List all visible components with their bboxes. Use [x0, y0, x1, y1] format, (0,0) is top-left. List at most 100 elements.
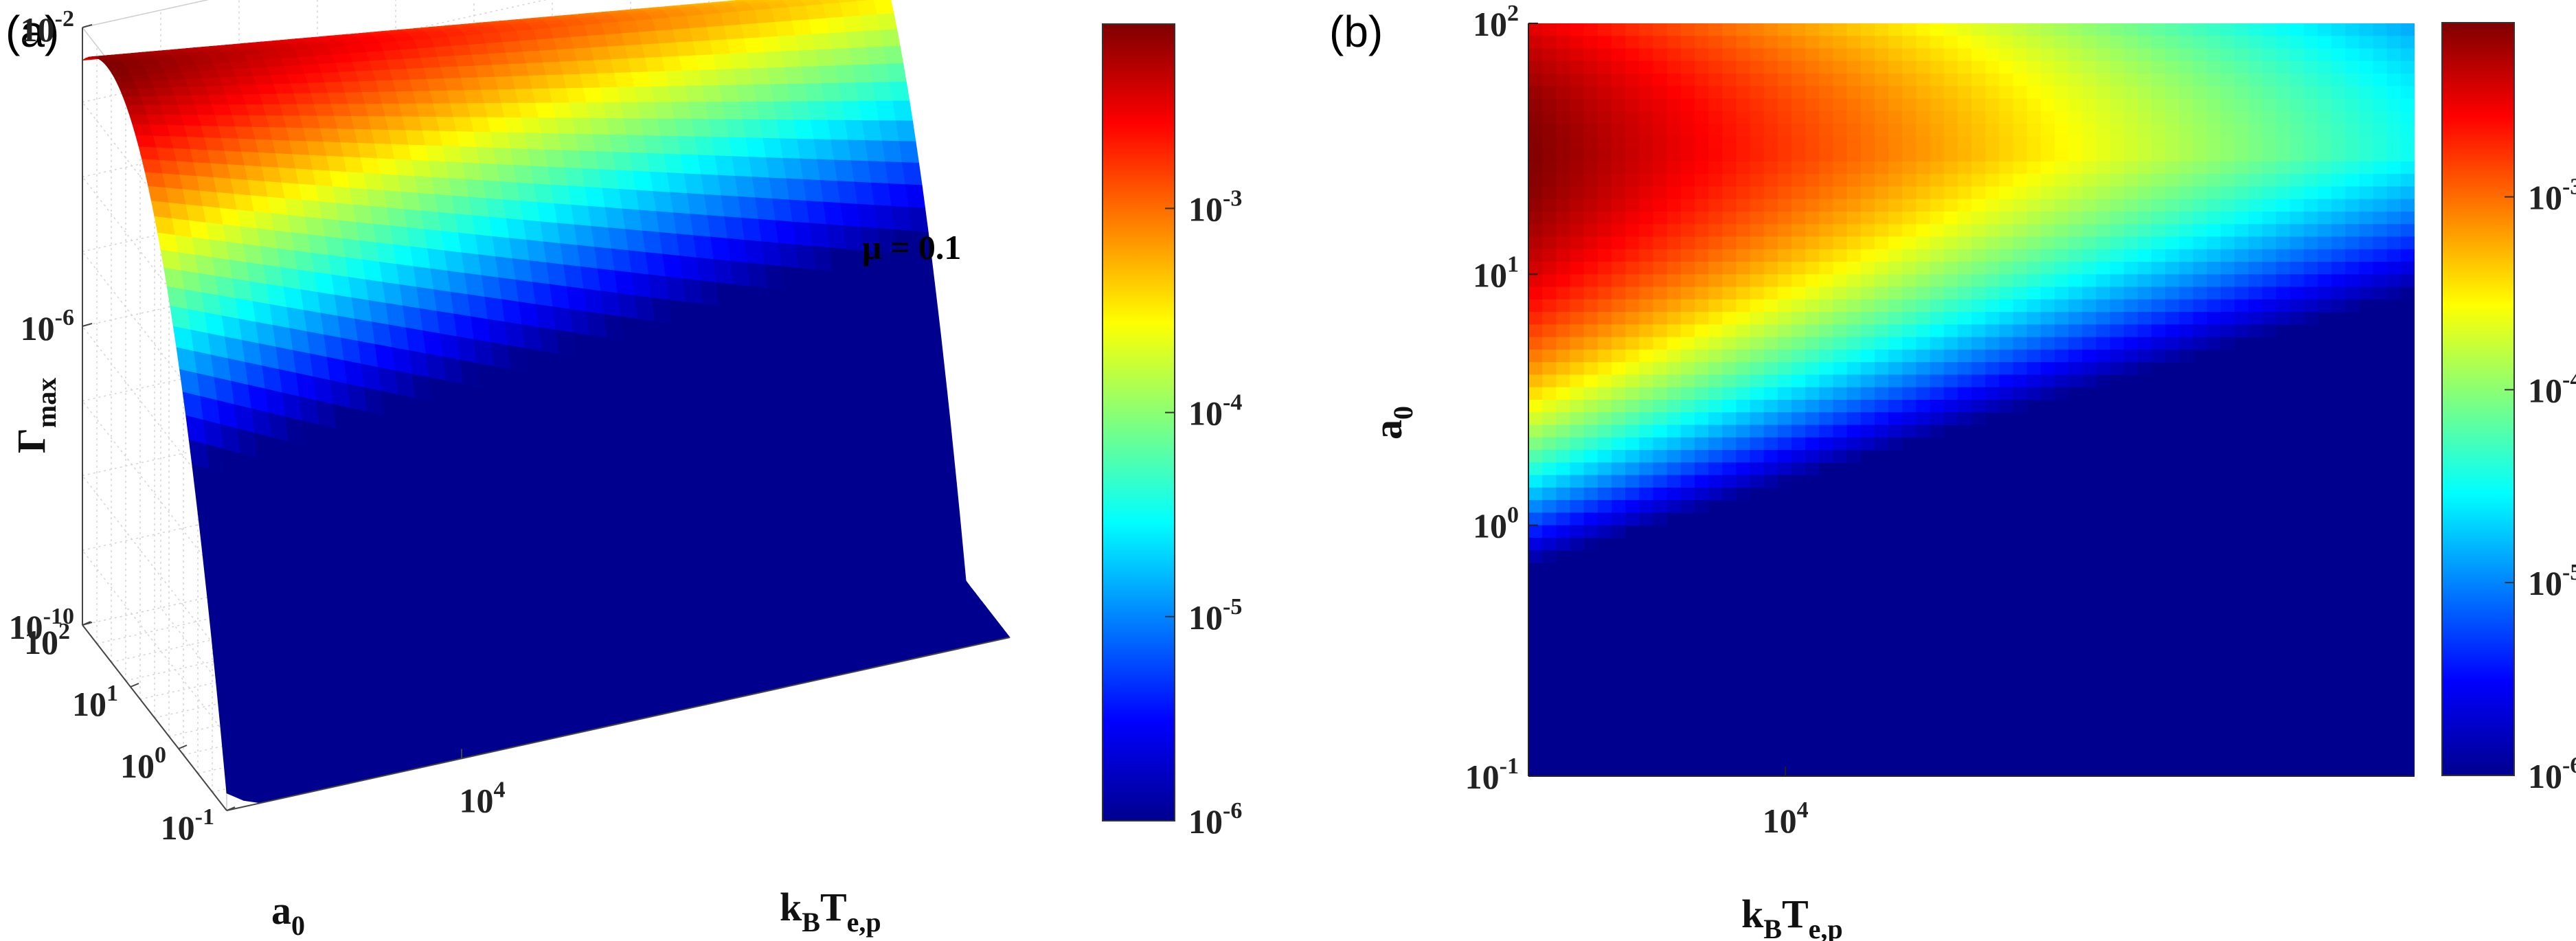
heatmap-cell [2110, 73, 2125, 87]
heatmap-cell [1667, 161, 1682, 174]
heatmap-cell [1528, 337, 1543, 350]
heatmap-cell [1639, 199, 1654, 212]
heatmap-cell [1556, 537, 1571, 551]
heatmap-cell [1736, 286, 1751, 300]
heatmap-cell [1763, 124, 1778, 137]
heatmap-cell [2248, 212, 2263, 225]
heatmap-cell [2290, 236, 2305, 250]
heatmap-cell [1570, 98, 1585, 112]
heatmap-cell [2123, 36, 2138, 49]
heatmap-cell [2096, 299, 2111, 313]
heatmap-cell [2054, 299, 2069, 313]
heatmap-cell [2373, 23, 2388, 36]
heatmap-cell [2151, 324, 2166, 338]
heatmap-cell [2123, 286, 2138, 300]
colorbar-a-tick-label: 10-5 [1188, 594, 1242, 637]
heatmap-cell [2123, 60, 2138, 74]
heatmap-cell [1694, 362, 1709, 376]
heatmap-cell [1708, 487, 1723, 501]
heatmap-cell [1722, 60, 1737, 74]
heatmap-cell [2359, 36, 2374, 49]
heatmap-cell [1694, 148, 1709, 162]
heatmap-cell [1736, 136, 1751, 150]
surface-patch [618, 20, 639, 34]
heatmap-cell [2234, 174, 2249, 188]
heatmap-cell [1653, 349, 1668, 363]
heatmap-cell [2276, 224, 2291, 238]
heatmap-x-axis-label: kBTe,p [1741, 892, 1843, 941]
heatmap-cell [1791, 274, 1806, 288]
heatmap-cell [2262, 199, 2277, 212]
heatmap-cell [1916, 161, 1931, 174]
heatmap-cell [2068, 98, 2083, 112]
heatmap-cell [1736, 387, 1751, 400]
heatmap-cell [1736, 73, 1751, 87]
heatmap-cell [1971, 136, 1986, 150]
surface-patch [867, 161, 889, 184]
heatmap-cell [2345, 86, 2360, 100]
heatmap-cell [1583, 450, 1598, 463]
heatmap-cell [2123, 362, 2138, 376]
heatmap-cell [1819, 36, 1834, 49]
heatmap-cell [1694, 98, 1709, 112]
heatmap-cell [1819, 98, 1834, 112]
heatmap-cell [1542, 362, 1557, 376]
colorbar-b: 10-310-410-510-6 [2441, 22, 2576, 795]
heatmap-cell [1791, 450, 1806, 463]
heatmap-cell [2193, 161, 2208, 174]
heatmap-cell [2137, 98, 2152, 112]
heatmap-cell [1694, 23, 1709, 36]
heatmap-cell [1597, 186, 1612, 200]
heatmap-cell [1750, 36, 1765, 49]
surface-patch [484, 42, 506, 55]
heatmap-cell [2303, 148, 2318, 162]
heatmap-cell [2068, 161, 2083, 174]
heatmap-cell [1680, 73, 1695, 87]
heatmap-cell [2248, 148, 2263, 162]
surface-patch [800, 66, 822, 84]
heatmap-cell [2165, 148, 2180, 162]
heatmap-cell [1763, 312, 1778, 325]
heatmap-cell [1708, 312, 1723, 325]
heatmap-cell [2026, 374, 2042, 388]
heatmap-cell [2234, 86, 2249, 100]
heatmap-cell [1860, 400, 1875, 413]
surface-patch [616, 87, 637, 103]
heatmap-cell [2165, 324, 2180, 338]
heatmap-cell [2345, 98, 2360, 112]
heatmap-cell [2068, 111, 2083, 124]
heatmap-cell [2110, 23, 2125, 36]
heatmap-cell [1833, 249, 1848, 262]
heatmap-cell [2193, 186, 2208, 200]
heatmap-cell [2276, 199, 2291, 212]
heatmap-cell [1791, 337, 1806, 350]
heatmap-cell [1846, 48, 1862, 62]
heatmap-cell [1819, 148, 1834, 162]
heatmap-cell [1846, 337, 1862, 350]
heatmap-cell [1639, 124, 1654, 137]
surface-patch [311, 47, 332, 57]
heatmap-cell [2206, 324, 2222, 338]
surface-patch [195, 63, 216, 72]
surface-patch [736, 617, 758, 650]
heatmap-cell [2220, 224, 2235, 238]
heatmap-y-tick-label: 101 [1473, 251, 1519, 294]
heatmap-cell [1680, 400, 1695, 413]
heatmap-cell [1860, 324, 1875, 338]
heatmap-cell [1667, 412, 1682, 426]
panel-label-a: (a) [5, 7, 59, 56]
heatmap-cell [1971, 86, 1986, 100]
surface-patch [721, 101, 743, 120]
heatmap-cell [2303, 224, 2318, 238]
heatmap-cell [1556, 212, 1571, 225]
heatmap-cell [1583, 174, 1598, 188]
heatmap-cell [1528, 400, 1543, 413]
surface-patch [532, 27, 554, 41]
heatmap-cell [1570, 387, 1585, 400]
heatmap-cell [1680, 36, 1695, 49]
heatmap-cell [1819, 224, 1834, 238]
heatmap-cell [1860, 286, 1875, 300]
heatmap-cell [2220, 236, 2235, 250]
surface-patch [381, 103, 403, 117]
heatmap-cell [1943, 124, 1958, 137]
